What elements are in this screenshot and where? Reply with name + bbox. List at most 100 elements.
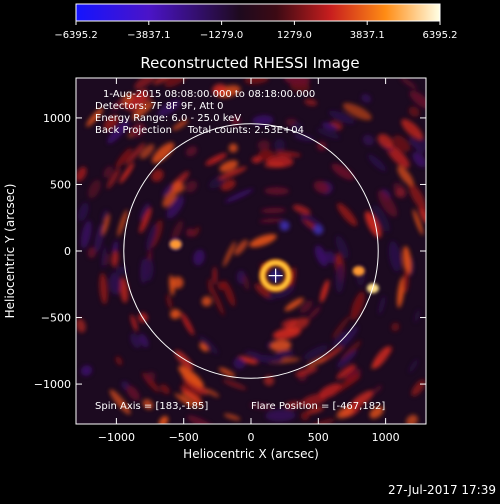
texture-blob <box>234 239 248 256</box>
texture-blob <box>166 294 173 309</box>
texture-blob <box>130 314 138 332</box>
texture-blob <box>253 355 284 364</box>
texture-blob <box>76 166 87 182</box>
texture-blob <box>345 366 354 374</box>
texture-blob <box>143 258 154 282</box>
texture-blob <box>174 350 193 370</box>
texture-blob <box>220 179 236 191</box>
texture-blob <box>115 266 127 275</box>
y-tick-label: 1000 <box>43 112 71 125</box>
texture-blob <box>342 103 372 121</box>
texture-blob <box>251 156 263 164</box>
texture-blob <box>139 144 155 159</box>
texture-blob <box>406 414 418 424</box>
texture-blob <box>117 209 128 237</box>
texture-blob <box>101 246 107 268</box>
texture-blob <box>258 149 274 161</box>
texture-blob <box>134 78 157 90</box>
texture-blob <box>244 78 269 85</box>
plot-area <box>76 78 426 424</box>
texture-blob <box>130 95 153 113</box>
info-text-block: 1-Aug-2015 08:08:00.000 to 08:18:00.000 … <box>95 89 315 136</box>
texture-blob <box>126 385 140 401</box>
texture-blob <box>180 312 195 336</box>
texture-blob <box>170 309 181 319</box>
texture-blob <box>230 116 241 126</box>
texture-blob <box>319 279 330 303</box>
info-line-detectors: Detectors: 7F 8F 9F, Att 0 <box>95 101 223 112</box>
colorbar <box>75 3 441 22</box>
texture-blob <box>169 275 175 296</box>
texture-blob <box>292 204 311 215</box>
texture-blob <box>371 385 382 395</box>
texture-blob <box>412 152 426 168</box>
texture-blob <box>362 134 374 146</box>
texture-blob <box>139 207 152 234</box>
texture-blob <box>401 118 423 140</box>
texture-blob <box>400 78 417 89</box>
texture-blob <box>80 220 92 249</box>
texture-blob <box>299 300 313 314</box>
solar-limb-circle <box>123 123 379 379</box>
texture-blob <box>109 272 121 295</box>
texture-blob <box>223 241 236 267</box>
texture-blob <box>201 296 212 307</box>
texture-blob <box>159 384 170 395</box>
texture-blob <box>119 277 129 304</box>
texture-blob <box>284 78 310 86</box>
texture-blob <box>249 234 277 248</box>
texture-blob <box>138 333 149 348</box>
texture-blob <box>207 278 213 294</box>
texture-blob <box>408 106 420 117</box>
texture-blob <box>393 135 411 152</box>
texture-blob <box>391 322 400 332</box>
chart-title: Reconstructed RHESSI Image <box>140 54 359 72</box>
texture-blob <box>397 165 414 186</box>
texture-blob <box>115 356 123 366</box>
spin-axis-marker <box>268 268 283 283</box>
x-tick-label: −500 <box>169 431 199 444</box>
texture-blob <box>187 415 215 424</box>
texture-blob <box>403 269 409 293</box>
texture-blob <box>377 133 394 149</box>
texture-blob <box>341 372 359 386</box>
negative-spot <box>279 220 290 231</box>
texture-blob <box>185 180 198 193</box>
flare-position-text: Flare Position = [-467,182] <box>251 401 385 412</box>
colorbar-tick-label: −6395.2 <box>54 30 97 41</box>
texture-blob <box>294 134 315 142</box>
texture-blob <box>228 143 238 153</box>
texture-blob <box>332 315 351 339</box>
footer-timestamp: 27-Jul-2017 17:39 <box>388 483 496 497</box>
x-tick-label: 1000 <box>372 431 400 444</box>
texture-blob <box>284 297 304 312</box>
texture-blob <box>80 365 93 376</box>
texture-blob <box>144 371 156 383</box>
colorbar-tick-label: 1279.0 <box>277 30 312 41</box>
texture-blob <box>223 413 241 421</box>
texture-blob <box>328 110 355 124</box>
y-tick-label: 0 <box>64 245 71 258</box>
colorbar-tick-label: 6395.2 <box>423 30 458 41</box>
texture-blob <box>274 139 285 151</box>
texture-blob <box>414 309 421 323</box>
texture-blob <box>205 153 227 166</box>
texture-blob <box>367 154 387 172</box>
texture-blob <box>103 114 119 131</box>
texture-blob <box>311 418 336 424</box>
spin-axis-text: Spin Axis = [183,-185] <box>95 401 208 412</box>
y-tick-label: 500 <box>50 178 71 191</box>
texture-blob <box>304 98 318 106</box>
texture-blob <box>334 375 361 394</box>
texture-blob <box>307 356 328 368</box>
y-axis-label: Heliocentric Y (arcsec) <box>3 184 17 319</box>
texture-blob <box>107 120 130 144</box>
hotspot <box>352 265 365 276</box>
texture-blob <box>222 379 247 390</box>
texture-blob <box>378 295 386 315</box>
texture-blob <box>300 411 310 421</box>
colorbar-tick-label: −1279.0 <box>200 30 243 41</box>
texture-blob <box>88 179 101 199</box>
texture-blob <box>408 359 419 373</box>
